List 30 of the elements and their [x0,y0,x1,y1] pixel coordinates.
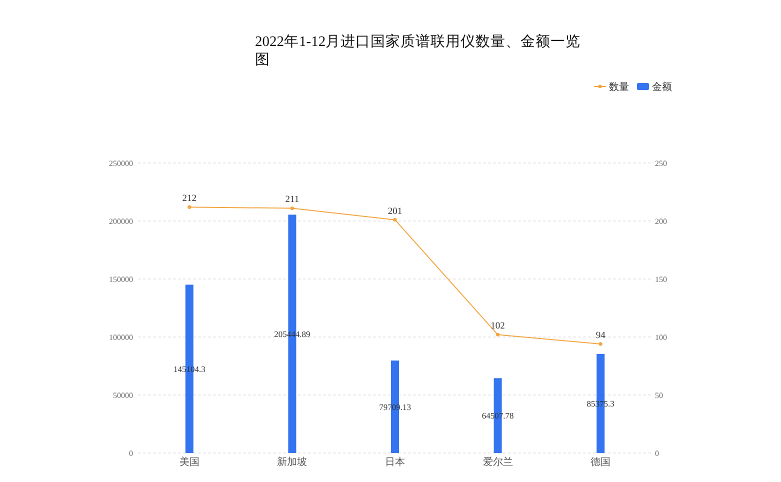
y2-tick-label: 50 [655,391,663,400]
y2-tick-label: 250 [655,159,667,168]
point [598,342,602,346]
data-label: 94 [596,330,606,341]
x-tick-label: 德国 [590,457,611,468]
legend-label: 金额 [652,81,672,93]
point [188,205,192,209]
y2-tick-label: 150 [655,275,667,284]
x-tick-label: 新加坡 [277,456,308,468]
data-label: 211 [285,195,300,206]
data-label: 102 [490,322,506,332]
data-label: 212 [182,194,197,204]
y-tick-label: 50000 [113,391,133,400]
data-label: 201 [388,206,402,217]
title: 2022年1-12月进口国家质谱联用仪数量、金额一览图 [255,34,581,68]
y-tick-label: 100000 [109,333,133,342]
x-tick-label: 美国 [179,456,200,468]
y2-tick-label: 200 [655,217,667,226]
y-tick-label: 0 [129,449,133,458]
x-tick-label: 日本 [385,456,405,468]
y-tick-label: 150000 [109,275,133,284]
point [496,332,500,336]
y-tick-label: 250000 [109,159,133,168]
x-tick-label: 爱尔兰 [482,456,513,468]
point [290,206,294,210]
y2-tick-label: 100 [655,333,667,342]
legend-label: 数量 [609,82,629,93]
y2-tick-label: 0 [655,449,659,458]
y-tick-label: 200000 [109,217,133,226]
point [393,218,397,222]
